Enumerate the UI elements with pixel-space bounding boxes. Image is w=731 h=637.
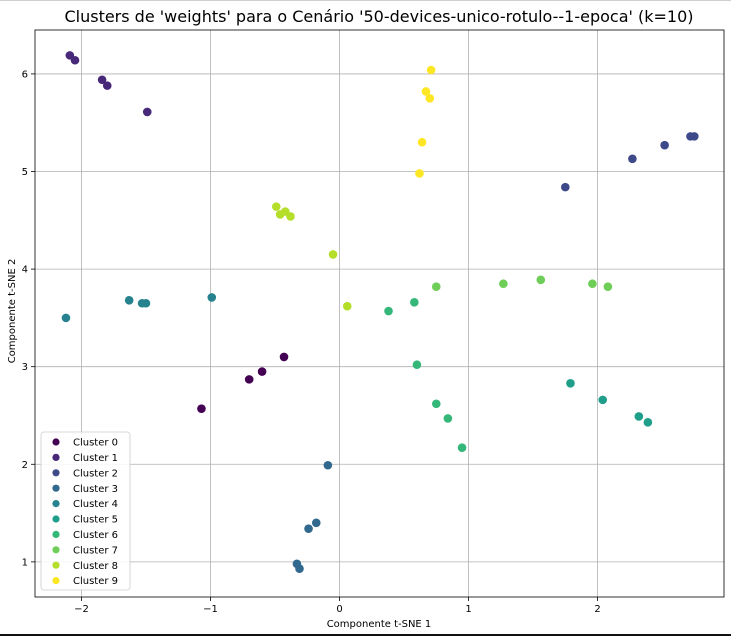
y-tick-label: 1 xyxy=(22,557,28,568)
cluster-2-point xyxy=(690,132,699,141)
legend-label-cluster-0: Cluster 0 xyxy=(73,438,118,449)
legend-marker-cluster-4 xyxy=(52,500,60,508)
cluster-3-point xyxy=(295,564,304,573)
x-tick-label: 1 xyxy=(465,604,471,615)
cluster-6-point xyxy=(384,306,393,316)
y-axis-label: Componente t-SNE 2 xyxy=(7,259,18,364)
cluster-5-point xyxy=(566,378,575,388)
cluster-3-point xyxy=(311,518,321,528)
cluster-9-point xyxy=(417,137,427,147)
cluster-8-point xyxy=(342,301,352,311)
cluster-6-point xyxy=(410,297,419,307)
legend-marker-cluster-7 xyxy=(52,546,60,554)
y-tick-label: 2 xyxy=(22,460,28,471)
cluster-0-point xyxy=(257,367,267,376)
cluster-3-point xyxy=(304,524,313,533)
cluster-0-point xyxy=(279,352,289,362)
cluster-6-point xyxy=(431,399,441,409)
cluster-5-point xyxy=(643,418,653,427)
cluster-2-point xyxy=(628,154,637,164)
cluster-4-point xyxy=(61,313,71,323)
legend-label-cluster-4: Cluster 4 xyxy=(73,499,118,510)
legend-label-cluster-1: Cluster 1 xyxy=(73,453,118,464)
cluster-5-point xyxy=(598,395,608,405)
cluster-9-point xyxy=(415,169,424,178)
cluster-7-point xyxy=(536,275,546,285)
legend-label-cluster-3: Cluster 3 xyxy=(73,484,118,495)
legend-marker-cluster-5 xyxy=(52,515,60,523)
x-tick-label: −1 xyxy=(203,604,218,615)
cluster-6-point xyxy=(443,414,453,423)
cluster-2-point xyxy=(560,182,570,192)
top-border xyxy=(0,0,731,1)
legend-label-cluster-6: Cluster 6 xyxy=(73,530,118,541)
legend-label-cluster-7: Cluster 7 xyxy=(73,545,118,556)
plot-frame xyxy=(34,29,725,598)
cluster-8-point xyxy=(286,212,295,221)
legend-items: Cluster 0 Cluster 1 Cluster 2 Cluster 3 Clus… xyxy=(52,438,118,587)
cluster-1-point xyxy=(142,107,152,117)
legend-label-cluster-5: Cluster 5 xyxy=(73,515,118,526)
grid-lines xyxy=(35,30,724,597)
cluster-1-point xyxy=(70,55,80,65)
legend-label-cluster-9: Cluster 9 xyxy=(73,576,118,587)
x-tick-label: 2 xyxy=(594,604,600,615)
cluster-8-point xyxy=(328,250,338,259)
cluster-7-point xyxy=(588,279,597,289)
bottom-border xyxy=(0,634,731,636)
y-tick-label: 3 xyxy=(22,362,28,373)
y-tick-label: 6 xyxy=(22,69,28,80)
cluster-0-point xyxy=(197,404,206,413)
x-tick-label: −2 xyxy=(74,604,89,615)
legend-marker-cluster-8 xyxy=(52,561,60,569)
cluster-1-point xyxy=(97,75,107,85)
cluster-4-point xyxy=(124,296,134,305)
cluster-9-point xyxy=(421,87,431,96)
cluster-6-point xyxy=(412,360,422,370)
cluster-3-point xyxy=(323,460,333,470)
legend-marker-cluster-0 xyxy=(52,438,60,446)
cluster-7-point xyxy=(603,282,613,291)
cluster-9-point xyxy=(425,94,435,103)
cluster-7-point xyxy=(431,282,441,291)
cluster-4-point xyxy=(141,298,151,308)
cluster-6-point xyxy=(457,443,467,452)
legend-box xyxy=(40,431,131,591)
legend-marker-cluster-1 xyxy=(52,453,60,461)
cluster-1-point xyxy=(102,81,112,90)
data-points xyxy=(61,51,699,573)
cluster-4-point xyxy=(207,293,217,302)
legend-label-cluster-2: Cluster 2 xyxy=(73,468,118,479)
cluster-2-point xyxy=(660,140,669,150)
cluster-8-point xyxy=(271,202,281,211)
legend-marker-cluster-6 xyxy=(52,530,60,539)
cluster-0-point xyxy=(244,375,254,384)
legend-label-cluster-8: Cluster 8 xyxy=(73,561,118,572)
x-tick-label: 0 xyxy=(336,604,342,615)
legend-marker-cluster-9 xyxy=(52,577,60,585)
axis-ticks: −2 −1 0 1 2 1 2 3 4 5 6 xyxy=(22,69,601,615)
cluster-9-point xyxy=(426,65,436,75)
legend-marker-cluster-3 xyxy=(52,484,60,492)
y-tick-label: 4 xyxy=(22,265,28,276)
chart-title: Clusters de 'weights' para o Cenário '50… xyxy=(64,7,693,26)
legend-marker-cluster-2 xyxy=(52,469,60,477)
y-tick-label: 5 xyxy=(22,167,28,178)
x-axis-label: Componente t-SNE 1 xyxy=(327,619,432,630)
cluster-7-point xyxy=(499,279,508,289)
legend: Cluster 0 Cluster 1 Cluster 2 Cluster 3 Clus… xyxy=(40,431,131,591)
cluster-5-point xyxy=(634,412,644,421)
